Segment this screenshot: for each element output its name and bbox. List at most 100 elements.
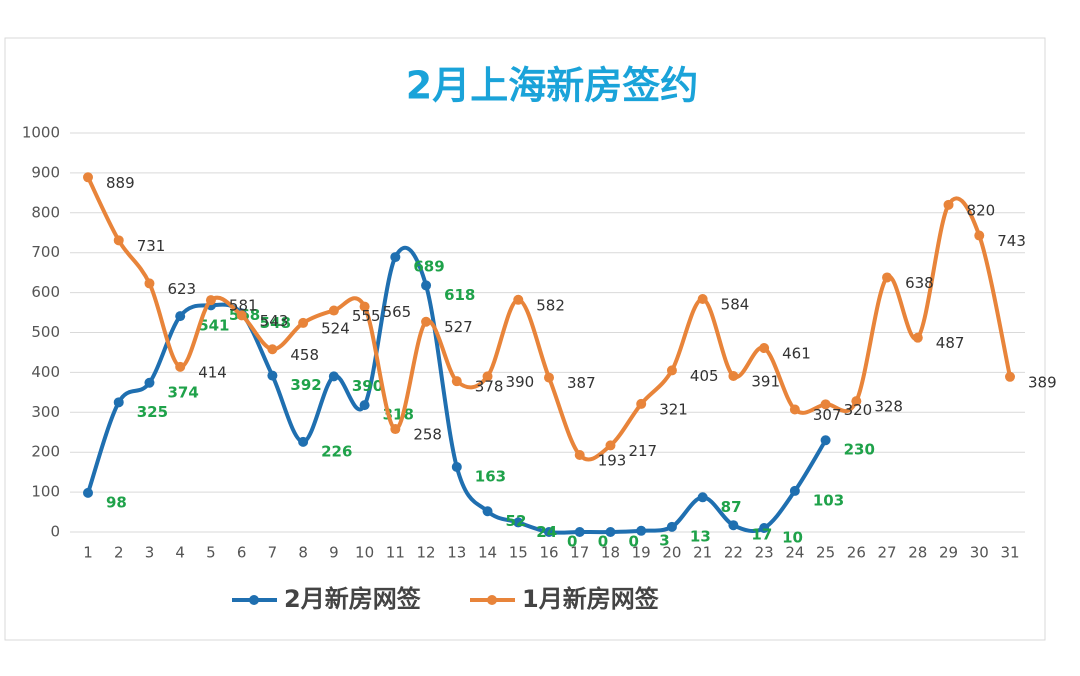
data-label: 405 [690, 367, 719, 385]
data-point [666, 521, 677, 532]
data-label: 392 [290, 376, 321, 394]
x-tick-label: 11 [386, 544, 405, 562]
data-point [328, 371, 339, 382]
data-label: 731 [137, 237, 166, 255]
data-point [482, 506, 493, 517]
data-point [912, 332, 923, 343]
x-tick-label: 5 [206, 544, 216, 562]
data-label: 52 [506, 512, 527, 530]
data-label: 230 [844, 441, 875, 459]
y-tick-label: 1000 [22, 124, 60, 142]
x-tick-label: 15 [509, 544, 528, 562]
data-label: 13 [690, 527, 711, 545]
data-label: 378 [475, 378, 504, 396]
data-point [298, 436, 309, 447]
data-point [851, 396, 862, 407]
data-point [175, 361, 186, 372]
data-label: 487 [936, 334, 965, 352]
x-tick-label: 18 [601, 544, 620, 562]
series-line [86, 176, 1012, 462]
data-label: 565 [383, 303, 412, 321]
data-label: 689 [413, 258, 444, 276]
legend-label: 1月新房网签 [522, 585, 660, 613]
data-point [298, 317, 309, 328]
x-tick-label: 10 [355, 544, 374, 562]
data-label: 328 [874, 398, 903, 416]
x-tick-label: 24 [785, 544, 804, 562]
data-label: 193 [598, 451, 627, 469]
data-point [636, 525, 647, 536]
data-point [1005, 371, 1015, 382]
data-label: 524 [321, 319, 350, 337]
x-tick-label: 6 [237, 544, 247, 562]
data-point [359, 301, 370, 312]
data-point [267, 344, 278, 355]
data-label: 414 [198, 363, 227, 381]
data-label: 458 [290, 346, 319, 364]
data-point [175, 311, 186, 322]
x-tick-label: 28 [908, 544, 927, 562]
data-point [451, 376, 462, 387]
data-point [943, 199, 954, 210]
data-point [421, 316, 432, 327]
x-tick-label: 1 [83, 544, 93, 562]
data-label: 374 [167, 383, 198, 401]
x-tick-label: 8 [298, 544, 308, 562]
data-label: 527 [444, 318, 473, 336]
x-tick-label: 27 [878, 544, 897, 562]
data-point [390, 424, 401, 435]
data-label: 623 [167, 280, 196, 298]
data-point [544, 372, 554, 383]
data-label: 555 [352, 307, 381, 325]
data-label: 0 [628, 533, 638, 551]
data-label: 307 [813, 406, 842, 424]
x-tick-label: 19 [632, 544, 651, 562]
data-label: 548 [260, 314, 291, 332]
data-point [205, 295, 216, 306]
data-point [697, 492, 708, 503]
data-point [328, 305, 339, 316]
data-point [974, 230, 985, 241]
x-tick-label: 3 [145, 544, 155, 562]
x-tick-label: 31 [1000, 544, 1019, 562]
data-label: 638 [905, 274, 934, 292]
data-point [697, 293, 708, 304]
data-point [574, 449, 585, 460]
data-point [605, 440, 616, 451]
data-label: 889 [106, 174, 135, 192]
legend-marker [249, 595, 259, 605]
data-label: 98 [106, 493, 127, 511]
data-label: 226 [321, 442, 352, 460]
data-point [544, 527, 554, 537]
data-point [789, 404, 800, 415]
data-point [421, 280, 432, 291]
legend-label: 2月新房网签 [284, 585, 422, 613]
x-tick-label: 26 [847, 544, 866, 562]
data-point [574, 527, 585, 537]
data-label: 582 [536, 296, 565, 314]
data-point [513, 294, 524, 305]
data-point [113, 235, 124, 246]
data-label: 541 [198, 317, 229, 335]
x-tick-label: 4 [175, 544, 185, 562]
y-tick-label: 0 [50, 523, 60, 541]
data-point [728, 370, 739, 381]
x-tick-label: 25 [816, 544, 835, 562]
y-tick-label: 700 [31, 243, 60, 261]
x-tick-label: 30 [970, 544, 989, 562]
y-tick-label: 200 [31, 443, 60, 461]
data-label: 390 [506, 373, 535, 391]
x-tick-label: 2 [114, 544, 124, 562]
data-point [482, 371, 493, 382]
data-label: 10 [782, 529, 803, 547]
data-label: 24 [536, 523, 557, 541]
data-label: 618 [444, 286, 475, 304]
y-tick-label: 800 [31, 203, 60, 221]
data-point [728, 520, 739, 531]
data-label: 87 [721, 498, 742, 516]
data-label: 321 [659, 400, 688, 418]
data-label: 584 [721, 295, 750, 313]
data-label: 3 [659, 531, 669, 549]
data-point [759, 343, 770, 354]
data-label: 743 [997, 232, 1026, 250]
